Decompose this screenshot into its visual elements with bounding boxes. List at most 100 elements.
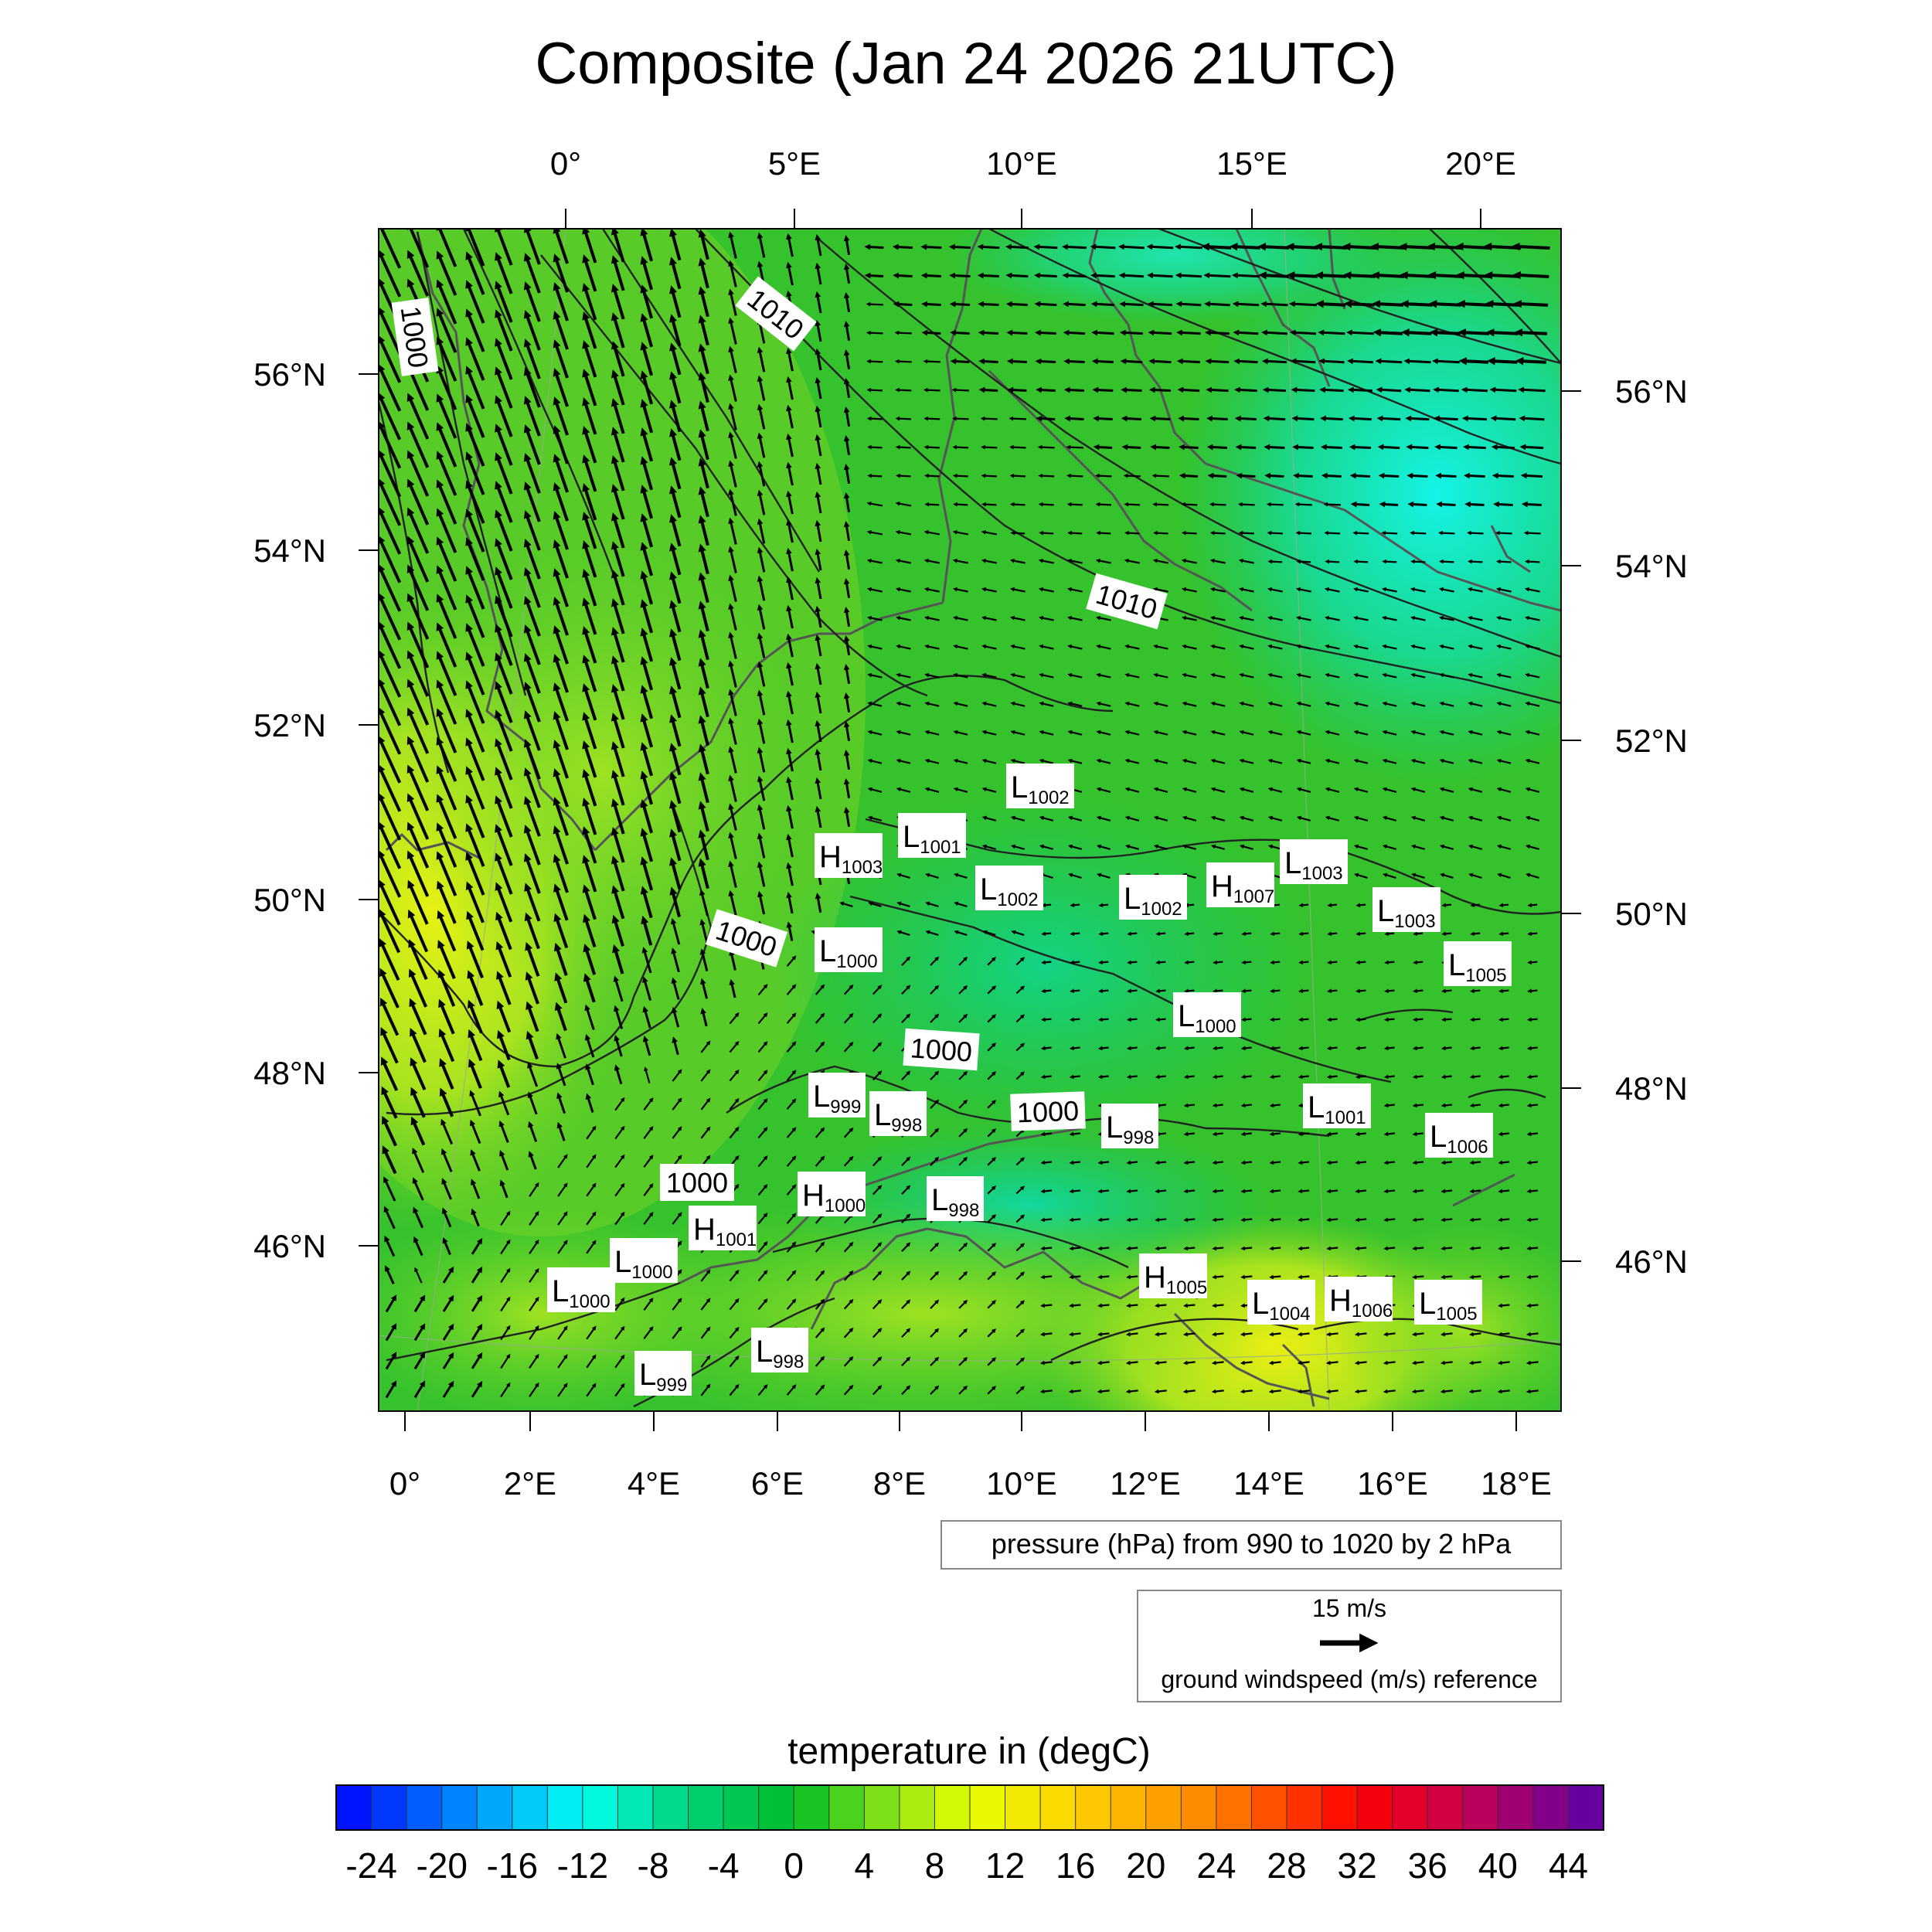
- wind-vector: [379, 909, 401, 954]
- vector-reference-label: ground windspeed (m/s) reference: [1161, 1665, 1537, 1693]
- wind-vector: [948, 243, 971, 250]
- wind-vector: [582, 397, 597, 435]
- wind-vector: [843, 492, 851, 513]
- wind-vector: [786, 233, 794, 257]
- wind-vector: [1039, 530, 1054, 536]
- wind-vector: [670, 917, 681, 945]
- wind-vector: [409, 998, 427, 1036]
- wind-vector: [436, 336, 457, 382]
- wind-vector: [1355, 1217, 1367, 1223]
- wind-vector: [1355, 1189, 1367, 1194]
- wind-vector: [1438, 587, 1454, 593]
- wind-vector: [495, 538, 513, 580]
- wind-vector: [1296, 644, 1311, 650]
- wind-vector: [406, 736, 430, 783]
- wind-vector: [1034, 329, 1056, 336]
- wind-vector: [757, 518, 766, 544]
- wind-vector: [408, 939, 428, 981]
- wind-vector: [1153, 730, 1168, 736]
- wind-vector: [867, 644, 883, 650]
- wind-vector: [698, 429, 709, 461]
- wind-vector: [1183, 1046, 1195, 1051]
- wind-vector: [465, 366, 485, 410]
- wind-vector: [614, 1005, 624, 1029]
- wind-vector: [380, 1027, 399, 1064]
- wind-vector: [1298, 1046, 1309, 1051]
- wind-vector: [1239, 730, 1254, 736]
- wind-vector: [406, 821, 430, 869]
- wind-vector: [1525, 701, 1540, 707]
- wind-vector: [981, 587, 997, 593]
- wind-vector: [895, 416, 912, 421]
- wind-vector: [1353, 644, 1369, 650]
- wind-vector: [1376, 386, 1402, 393]
- right-lat-label: 50°N: [1615, 896, 1688, 932]
- wind-vector: [757, 747, 766, 773]
- wind-vector: [981, 787, 997, 793]
- colorbar-segment: [1498, 1785, 1534, 1830]
- wind-vector: [1182, 644, 1197, 650]
- wind-vector: [1468, 758, 1483, 764]
- wind-vector: [1411, 872, 1425, 879]
- wind-vector: [699, 918, 709, 944]
- wind-vector: [436, 594, 457, 639]
- wind-vector: [669, 857, 682, 890]
- wind-vector: [867, 615, 883, 621]
- wind-vector: [1525, 815, 1540, 821]
- wind-vector: [495, 509, 513, 552]
- wind-vector: [1268, 1389, 1281, 1394]
- wind-vector: [523, 310, 541, 351]
- wind-vector: [523, 767, 541, 808]
- wind-vector: [1326, 1017, 1338, 1022]
- wind-vector: [1383, 1217, 1396, 1223]
- wind-vector: [465, 794, 485, 838]
- wind-vector: [729, 978, 736, 998]
- wind-vector: [523, 481, 541, 522]
- wind-vector: [1240, 1103, 1252, 1108]
- wind-vector: [1240, 1017, 1252, 1022]
- wind-vector: [1097, 1017, 1109, 1022]
- wind-vector: [1124, 787, 1140, 793]
- wind-vector: [1486, 328, 1519, 337]
- wind-vector: [495, 229, 513, 266]
- wind-vector: [1354, 1332, 1367, 1337]
- wind-vector: [1010, 815, 1026, 821]
- wind-vector: [523, 453, 541, 494]
- wind-vector: [953, 672, 968, 679]
- colorbar-segment: [1287, 1785, 1323, 1830]
- wind-vector: [611, 914, 624, 947]
- wind-vector: [1512, 270, 1549, 280]
- wind-vector: [1125, 1389, 1138, 1394]
- wind-vector: [1229, 243, 1260, 251]
- wind-vector: [1325, 701, 1340, 707]
- wind-vector: [1439, 672, 1454, 679]
- wind-vector: [669, 886, 682, 918]
- wind-vector: [1440, 872, 1454, 879]
- wind-vector: [729, 1040, 740, 1053]
- wind-vector: [1038, 587, 1054, 593]
- wind-vector: [872, 985, 883, 995]
- wind-vector: [1458, 328, 1490, 337]
- wind-vector: [1296, 758, 1311, 764]
- wind-vector: [1292, 444, 1314, 451]
- wind-vector: [1382, 644, 1397, 650]
- colorbar-segment: [1075, 1785, 1111, 1830]
- wind-vector: [1468, 844, 1482, 850]
- wind-vector: [438, 1028, 455, 1063]
- wind-vector: [1261, 329, 1287, 336]
- colorbar-segment: [688, 1785, 724, 1830]
- wind-vector: [671, 1006, 680, 1028]
- wind-vector: [611, 770, 625, 806]
- wind-vector: [1468, 872, 1482, 879]
- wind-vector: [843, 264, 851, 284]
- wind-vector: [1097, 1046, 1109, 1051]
- wind-vector: [1413, 988, 1423, 994]
- wind-vector: [987, 1014, 997, 1023]
- bottom-lon-label: 10°E: [986, 1465, 1057, 1502]
- wind-vector: [921, 329, 941, 336]
- wind-vector: [1353, 730, 1369, 736]
- wind-vector: [556, 1063, 566, 1087]
- wind-vector: [1119, 329, 1143, 336]
- wind-vector: [1039, 615, 1054, 621]
- wind-vector: [525, 971, 539, 1005]
